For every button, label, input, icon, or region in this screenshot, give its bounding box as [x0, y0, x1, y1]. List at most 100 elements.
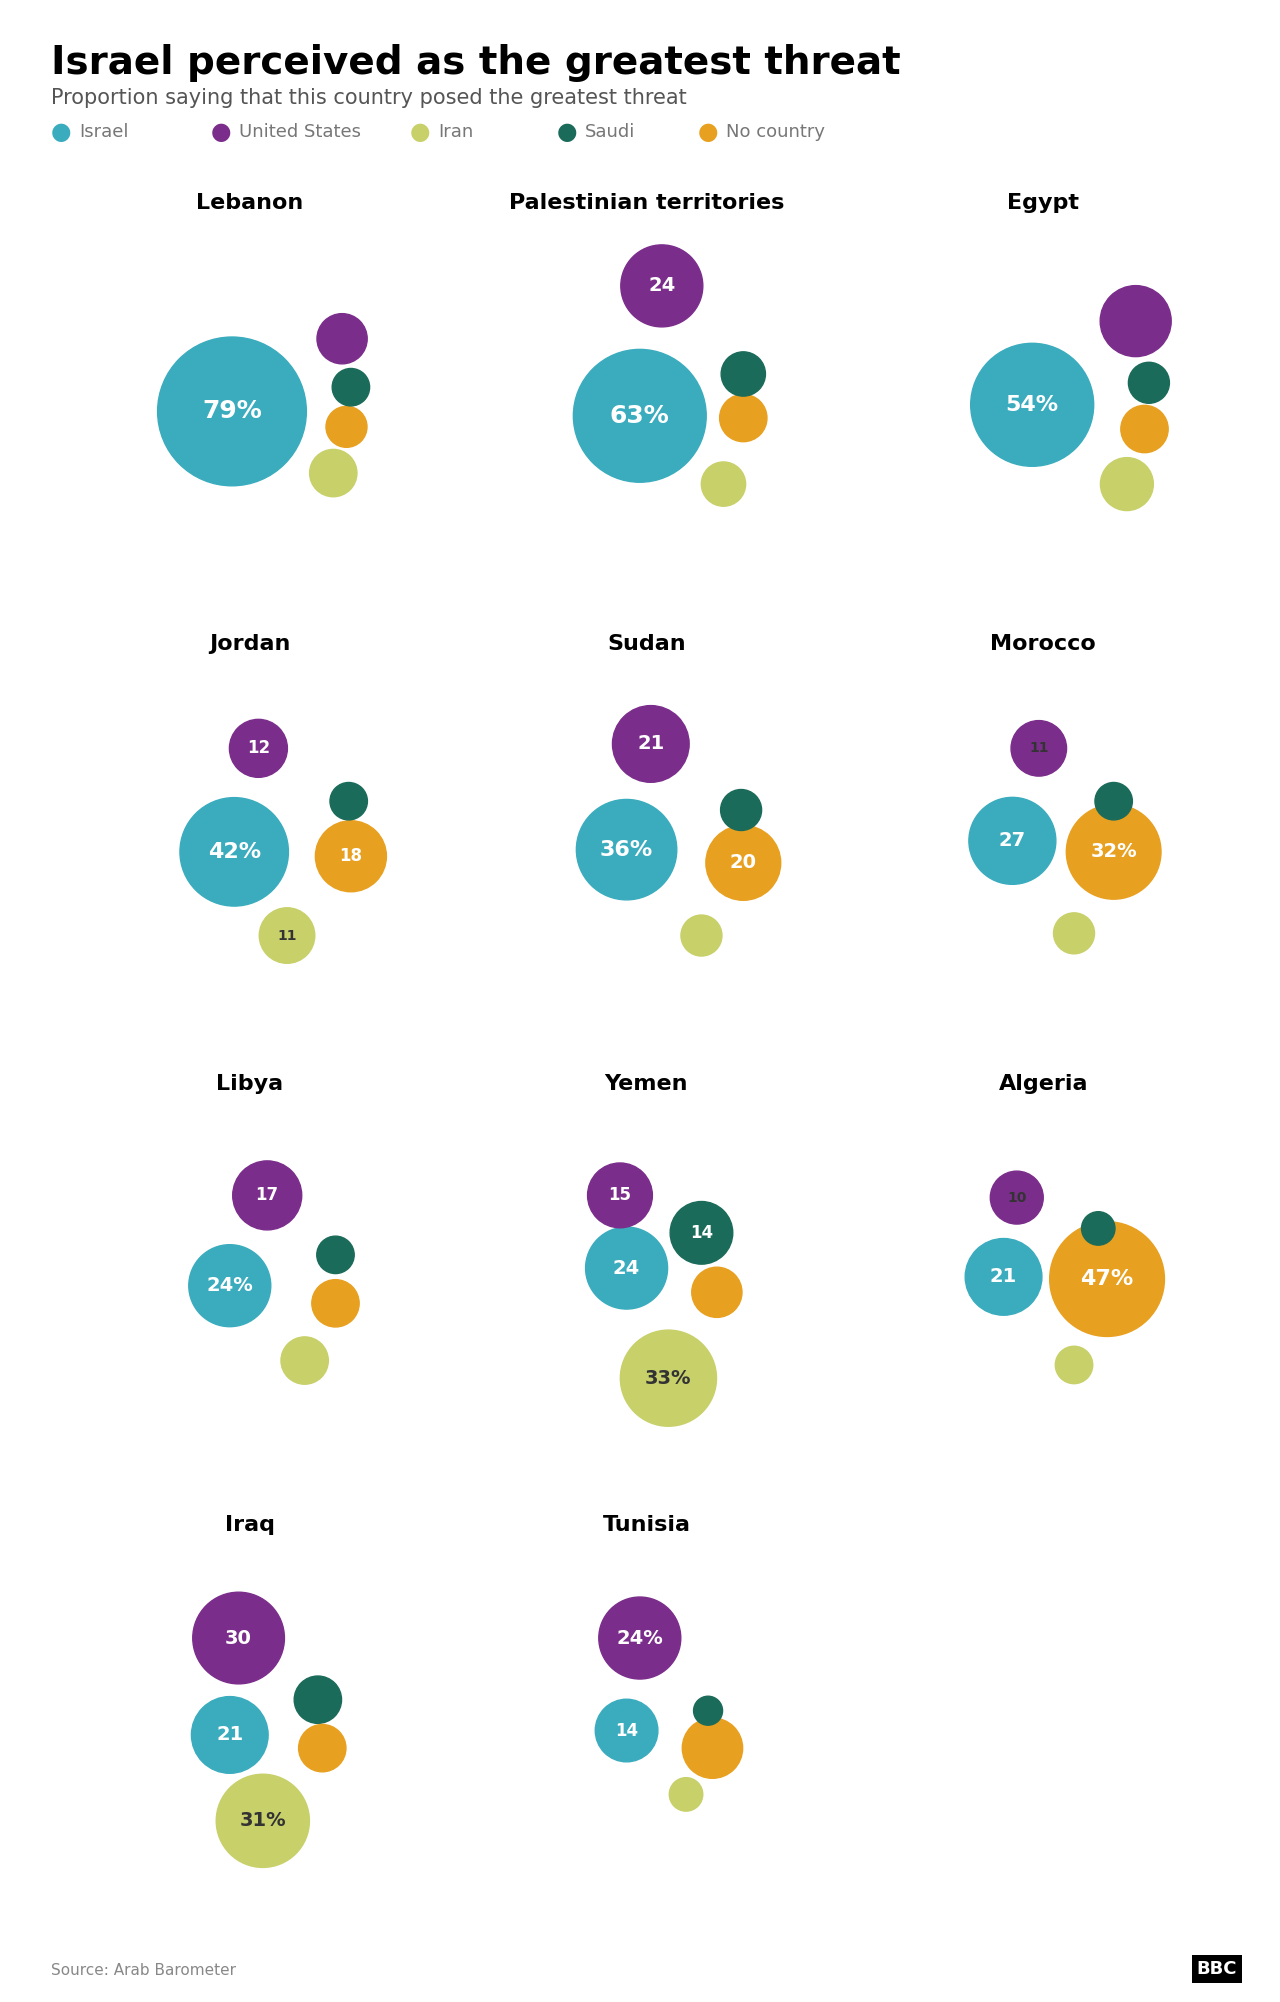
- Circle shape: [621, 244, 703, 326]
- Circle shape: [576, 799, 677, 899]
- Text: Algeria: Algeria: [998, 1075, 1088, 1095]
- Text: 21: 21: [216, 1726, 243, 1744]
- Circle shape: [671, 1201, 732, 1263]
- Text: 14: 14: [690, 1223, 713, 1241]
- Circle shape: [588, 1163, 653, 1227]
- Text: ●: ●: [698, 120, 718, 144]
- Circle shape: [312, 1279, 360, 1327]
- Text: 33%: 33%: [645, 1369, 691, 1387]
- Circle shape: [1101, 286, 1171, 356]
- Circle shape: [694, 1696, 722, 1726]
- Circle shape: [621, 1329, 717, 1425]
- Circle shape: [1121, 404, 1169, 452]
- Text: BBC: BBC: [1197, 1960, 1238, 1978]
- Text: ●: ●: [51, 120, 72, 144]
- Text: 24%: 24%: [206, 1275, 253, 1295]
- Text: 17: 17: [256, 1187, 279, 1205]
- Text: 15: 15: [608, 1187, 631, 1205]
- Circle shape: [691, 1267, 742, 1317]
- Text: Proportion saying that this country posed the greatest threat: Proportion saying that this country pose…: [51, 88, 687, 108]
- Circle shape: [294, 1676, 342, 1724]
- Text: 47%: 47%: [1080, 1269, 1134, 1289]
- Text: Israel perceived as the greatest threat: Israel perceived as the greatest threat: [51, 44, 901, 82]
- Circle shape: [681, 915, 722, 957]
- Text: ●: ●: [211, 120, 232, 144]
- Text: No country: No country: [726, 124, 824, 140]
- Circle shape: [701, 462, 746, 507]
- Text: ●: ●: [410, 120, 430, 144]
- Circle shape: [216, 1774, 310, 1868]
- Circle shape: [585, 1227, 668, 1309]
- Text: ●: ●: [557, 120, 577, 144]
- Circle shape: [970, 342, 1093, 466]
- Circle shape: [315, 821, 387, 891]
- Circle shape: [669, 1778, 703, 1812]
- Text: Jordan: Jordan: [209, 635, 291, 655]
- Text: Tunisia: Tunisia: [603, 1516, 690, 1536]
- Text: 14: 14: [614, 1722, 639, 1740]
- Circle shape: [229, 719, 288, 777]
- Circle shape: [595, 1700, 658, 1762]
- Circle shape: [180, 797, 288, 907]
- Text: 79%: 79%: [202, 400, 262, 422]
- Text: Libya: Libya: [216, 1075, 283, 1095]
- Text: 32%: 32%: [1091, 843, 1137, 861]
- Circle shape: [965, 1239, 1042, 1315]
- Circle shape: [599, 1598, 681, 1680]
- Circle shape: [310, 448, 357, 496]
- Text: 54%: 54%: [1006, 394, 1059, 414]
- Circle shape: [282, 1337, 329, 1383]
- Circle shape: [1101, 458, 1153, 511]
- Text: Saudi: Saudi: [585, 124, 635, 140]
- Text: Palestinian territories: Palestinian territories: [508, 194, 785, 214]
- Circle shape: [705, 825, 781, 901]
- Circle shape: [298, 1724, 346, 1772]
- Circle shape: [1050, 1221, 1165, 1337]
- Circle shape: [969, 797, 1056, 885]
- Circle shape: [573, 350, 707, 482]
- Text: 10: 10: [1007, 1191, 1027, 1205]
- Text: 20: 20: [730, 853, 756, 873]
- Text: 24: 24: [613, 1259, 640, 1277]
- Text: 31%: 31%: [239, 1812, 287, 1830]
- Text: 21: 21: [637, 735, 664, 753]
- Circle shape: [233, 1161, 302, 1229]
- Circle shape: [192, 1696, 268, 1774]
- Text: 24: 24: [648, 276, 676, 296]
- Text: 18: 18: [339, 847, 362, 865]
- Circle shape: [330, 783, 367, 821]
- Circle shape: [1011, 721, 1066, 777]
- Text: 30: 30: [225, 1628, 252, 1648]
- Circle shape: [1082, 1211, 1115, 1245]
- Text: Iraq: Iraq: [224, 1516, 275, 1536]
- Circle shape: [1055, 1345, 1093, 1383]
- Circle shape: [193, 1592, 284, 1684]
- Circle shape: [1094, 783, 1133, 821]
- Text: Sudan: Sudan: [607, 635, 686, 655]
- Text: Lebanon: Lebanon: [196, 194, 303, 214]
- Text: Iran: Iran: [438, 124, 474, 140]
- Circle shape: [721, 352, 765, 396]
- Text: Morocco: Morocco: [991, 635, 1096, 655]
- Circle shape: [333, 368, 370, 406]
- Circle shape: [1053, 913, 1094, 953]
- Circle shape: [612, 705, 689, 783]
- Text: 11: 11: [1029, 741, 1048, 755]
- Circle shape: [721, 789, 762, 831]
- Text: Yemen: Yemen: [604, 1075, 689, 1095]
- Circle shape: [316, 1235, 355, 1273]
- Circle shape: [682, 1718, 742, 1778]
- Text: 12: 12: [247, 739, 270, 757]
- Circle shape: [1129, 362, 1170, 402]
- Text: 36%: 36%: [600, 839, 653, 859]
- Text: Israel: Israel: [79, 124, 129, 140]
- Text: Source: Arab Barometer: Source: Arab Barometer: [51, 1964, 237, 1978]
- Circle shape: [326, 406, 367, 446]
- Circle shape: [317, 314, 367, 364]
- Text: 24%: 24%: [617, 1628, 663, 1648]
- Text: 21: 21: [989, 1267, 1018, 1287]
- Text: United States: United States: [239, 124, 361, 140]
- Circle shape: [719, 394, 767, 442]
- Circle shape: [260, 907, 315, 963]
- Text: 11: 11: [278, 929, 297, 943]
